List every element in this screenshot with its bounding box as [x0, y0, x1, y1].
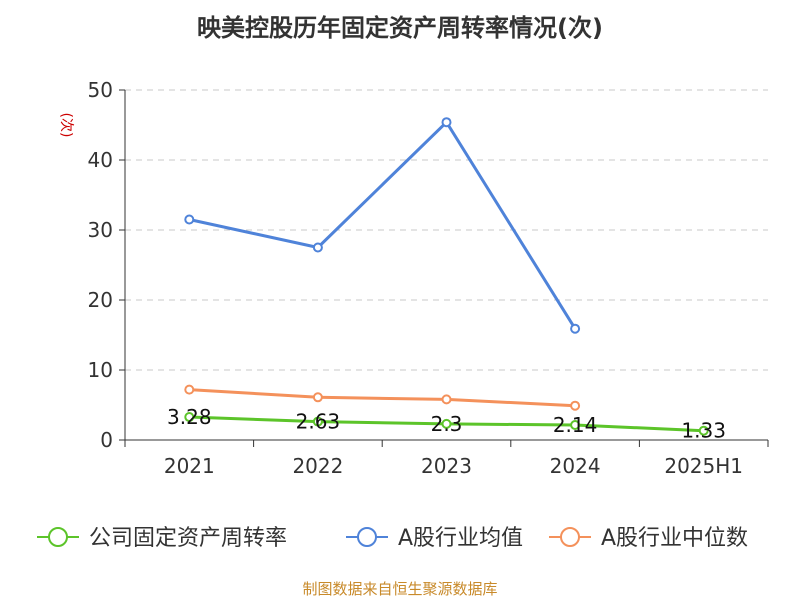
data-point-industry_median	[570, 400, 581, 411]
x-tick-label: 2025H1	[664, 454, 743, 478]
legend-label: A股行业中位数	[601, 526, 748, 551]
y-tick-label: 40	[88, 148, 113, 172]
series-line-industry_median	[189, 388, 576, 408]
data-point-industry_avg	[441, 117, 452, 128]
grid-layer	[125, 89, 768, 371]
data-point-industry_median	[184, 384, 195, 395]
axis-layer: 0 10 20 30 40 50 2021 2022 2023 2024 2025H1	[88, 78, 769, 478]
legend-item-company[interactable]: 公司固定资产周转率	[37, 526, 287, 551]
y-tick-label: 50	[88, 78, 113, 102]
x-tick-label: 2024	[550, 454, 601, 478]
data-point-company	[570, 420, 581, 431]
data-label: 2.14	[553, 413, 598, 437]
x-tick-label: 2023	[421, 454, 472, 478]
legend-item-industry_avg[interactable]: A股行业均值	[346, 526, 523, 551]
data-point-industry_avg	[570, 323, 581, 334]
data-label: 2.3	[431, 412, 463, 436]
series-line-industry_avg	[188, 120, 577, 330]
data-label: 2.63	[296, 410, 341, 434]
data-point-industry_median	[441, 394, 452, 405]
y-axis-label: (次)	[58, 113, 74, 138]
data-point-company	[184, 412, 195, 423]
legend-label: A股行业均值	[398, 526, 523, 551]
data-point-company	[698, 425, 709, 436]
y-tick-label: 30	[88, 218, 113, 242]
y-tick-label: 0	[100, 428, 113, 452]
x-tick-label: 2022	[292, 454, 343, 478]
data-point-company	[312, 416, 323, 427]
legend-item-industry_median[interactable]: A股行业中位数	[549, 526, 748, 551]
data-label: 3.28	[167, 405, 212, 429]
data-point-industry_median	[312, 392, 323, 403]
label-layer: 3.28 2.63 2.3 2.14 1.33	[167, 405, 726, 443]
y-tick-label: 20	[88, 288, 113, 312]
legend-label: 公司固定资产周转率	[89, 526, 287, 551]
data-point-company	[441, 418, 452, 429]
legend-swatch-marker	[48, 527, 68, 547]
legend-swatch-marker	[560, 527, 580, 547]
x-tick-label: 2021	[164, 454, 215, 478]
data-point-industry_avg	[312, 242, 323, 253]
data-source-note: 制图数据来自恒生聚源数据库	[302, 580, 498, 598]
series-layer	[184, 117, 709, 436]
legend: 公司固定资产周转率 A股行业均值 A股行业中位数	[37, 526, 748, 551]
legend-swatch-marker	[357, 527, 377, 547]
data-label: 1.33	[681, 419, 726, 443]
y-tick-label: 10	[88, 358, 113, 382]
data-point-industry_avg	[184, 214, 195, 225]
chart-title: 映美控股历年固定资产周转率情况(次)	[197, 14, 603, 42]
